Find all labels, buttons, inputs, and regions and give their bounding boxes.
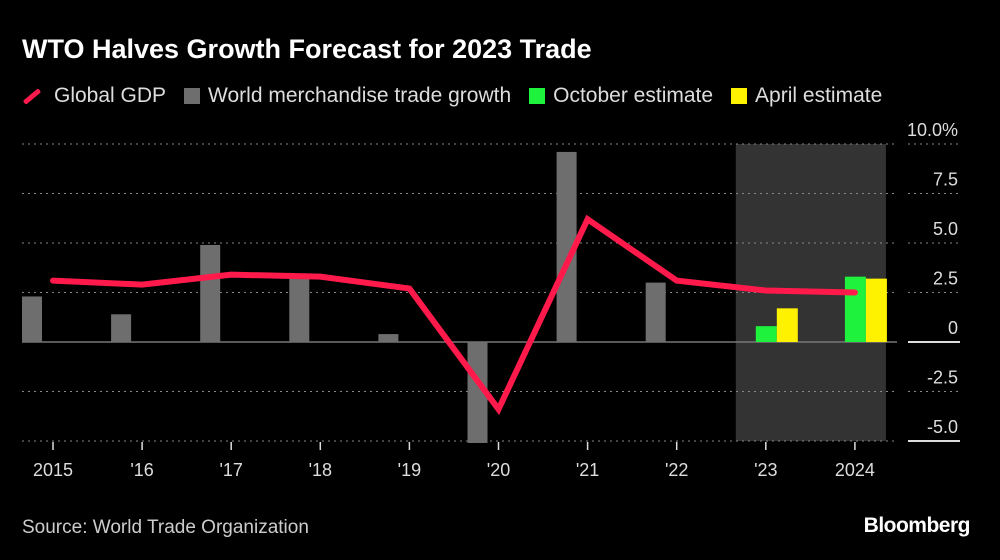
bar-world-merchandise-trade-growth xyxy=(22,296,42,342)
y-tick-label: 2.5 xyxy=(933,269,958,289)
source-note: Source: World Trade Organization xyxy=(22,517,309,538)
legend-label: World merchandise trade growth xyxy=(208,84,512,107)
legend-item-trade: World merchandise trade growth xyxy=(184,84,511,108)
gray-swatch-icon xyxy=(184,88,201,104)
y-tick-label: 5.0 xyxy=(933,219,958,239)
green-swatch-icon xyxy=(529,88,546,104)
bar-world-merchandise-trade-growth xyxy=(645,282,666,342)
legend-item-gdp: Global GDP xyxy=(22,84,166,108)
legend: Global GDP World merchandise trade growt… xyxy=(22,84,900,108)
x-tick-label: 2015 xyxy=(33,460,73,480)
bar-october-estimate xyxy=(844,276,866,342)
bar-world-merchandise-trade-growth xyxy=(200,244,221,342)
x-tick-label: '19 xyxy=(398,460,421,480)
x-tick-label: '22 xyxy=(665,460,688,480)
bar-world-merchandise-trade-growth xyxy=(378,334,399,342)
x-tick-label: '23 xyxy=(754,460,777,480)
chart-title: WTO Halves Growth Forecast for 2023 Trad… xyxy=(22,34,592,64)
y-tick-label: 10.0% xyxy=(907,120,958,140)
bar-world-merchandise-trade-growth xyxy=(111,314,132,342)
legend-label: Global GDP xyxy=(54,84,167,107)
y-tick-label: -2.5 xyxy=(927,368,958,388)
y-tick-label: 0 xyxy=(948,318,958,338)
bar-october-estimate xyxy=(755,326,777,342)
x-tick-label: '20 xyxy=(487,460,510,480)
x-tick-label: '16 xyxy=(130,460,153,480)
gdp-line xyxy=(50,214,858,416)
legend-item-april: April estimate xyxy=(731,84,882,108)
bar-world-merchandise-trade-growth xyxy=(289,278,310,342)
bar-world-merchandise-trade-growth xyxy=(556,151,577,342)
y-tick-label: 7.5 xyxy=(933,170,958,190)
x-tick-label: '18 xyxy=(309,460,332,480)
y-tick-label: -5.0 xyxy=(927,417,958,437)
yellow-swatch-icon xyxy=(731,88,748,104)
bar-april-estimate xyxy=(776,308,798,342)
bar-april-estimate xyxy=(865,278,887,342)
legend-item-october: October estimate xyxy=(529,84,713,108)
x-tick-label: '21 xyxy=(576,460,599,480)
x-tick-label: 2024 xyxy=(835,460,875,480)
legend-label: October estimate xyxy=(553,84,714,107)
x-tick-label: '17 xyxy=(219,460,242,480)
bar-world-merchandise-trade-growth xyxy=(467,342,488,443)
bloomberg-logo: Bloomberg xyxy=(863,514,971,537)
legend-label: April estimate xyxy=(755,84,883,107)
